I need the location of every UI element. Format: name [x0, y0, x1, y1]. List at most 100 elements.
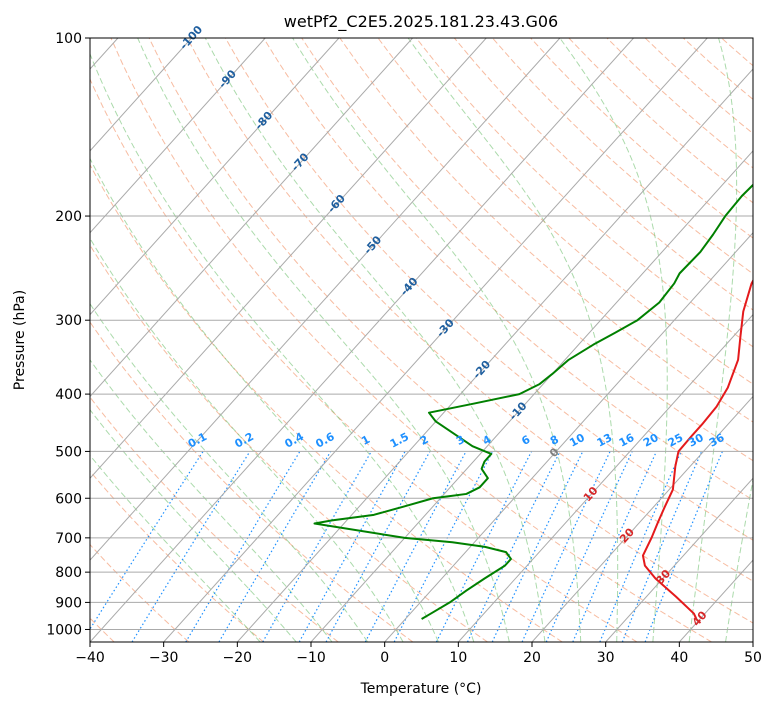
mixing-ratio-label: 1.5	[388, 430, 411, 451]
moist-adiabat	[90, 302, 369, 642]
dry-adiabat	[110, 38, 712, 642]
mixing-ratio-label: 16	[617, 431, 637, 450]
x-tick-label: −20	[223, 650, 253, 666]
y-tick-label: 900	[55, 595, 82, 611]
x-tick-label: 10	[449, 650, 467, 666]
moist-adiabat	[90, 52, 475, 642]
dry-adiabat	[301, 38, 753, 462]
dry-adiabat	[90, 321, 414, 642]
y-tick-label: 200	[55, 209, 82, 225]
mixing-ratio-label: 25	[666, 431, 686, 450]
isotherm-line	[90, 38, 192, 152]
moist-adiabat	[90, 237, 404, 642]
mixing-ratio-line	[298, 451, 406, 642]
dry-adiabat	[90, 470, 264, 642]
dry-adiabat	[530, 38, 753, 239]
mixing-ratio-label: 10	[567, 431, 587, 450]
y-axis-label: Pressure (hPa)	[12, 290, 28, 390]
mixing-ratio-label: 0.6	[313, 430, 337, 451]
dry-adiabat	[415, 38, 753, 348]
isotherm-line	[752, 641, 753, 642]
mixing-ratio-line	[435, 451, 533, 642]
mixing-ratio-line	[621, 451, 703, 642]
dry-adiabat	[90, 163, 563, 642]
y-tick-label: 400	[55, 387, 82, 403]
plot-background-lines	[90, 38, 775, 642]
mixing-ratio-line	[185, 451, 301, 642]
mixing-ratio-label: 20	[641, 431, 661, 450]
moist-adiabat	[292, 38, 582, 642]
dry-adiabat	[224, 38, 753, 541]
x-tick-label: 0	[380, 650, 389, 666]
x-tick-label: −10	[296, 650, 326, 666]
mixing-ratio-line	[90, 451, 204, 631]
dry-adiabat	[682, 38, 753, 101]
mixing-ratio-label: 30	[686, 431, 706, 450]
dry-adiabat	[90, 543, 190, 642]
mixing-ratio-label: 8	[548, 433, 561, 448]
dry-adiabat	[644, 38, 753, 135]
isotherm-line	[310, 150, 753, 642]
mixing-ratio-line	[572, 451, 658, 642]
moist-adiabat	[725, 477, 753, 642]
isotherm-line	[90, 38, 266, 234]
mixing-ratio-label: 1	[359, 433, 372, 448]
axis-ticks: −40 −30 −20 −10 0 10 20 30 40 5010020030040050060…	[46, 31, 762, 666]
x-axis-label: Temperature (°C)	[360, 681, 482, 697]
chart-title: wetPf2_C2E5.2025.181.23.43.G06	[284, 12, 558, 32]
plot-frame	[89, 37, 754, 643]
dry-adiabat	[760, 38, 775, 642]
moist-adiabat	[90, 359, 333, 642]
y-tick-label: 600	[55, 491, 82, 507]
dry-adiabat	[90, 244, 488, 642]
x-tick-label: 20	[523, 650, 541, 666]
x-tick-label: 40	[670, 650, 688, 666]
profile-line	[313, 183, 753, 620]
isotherm-line	[531, 395, 753, 642]
y-tick-label: 100	[55, 31, 82, 47]
mixing-ratio-line	[325, 451, 431, 642]
mixing-ratio-line	[491, 451, 584, 642]
isotherm-line	[605, 477, 753, 642]
isotherm-line	[384, 231, 753, 642]
mixing-ratio-line	[545, 451, 633, 642]
dry-adiabat	[263, 38, 753, 501]
moist-adiabat	[90, 408, 297, 642]
moist-adiabat	[90, 454, 261, 642]
isotherm-line	[90, 38, 413, 398]
mixing-ratio-label: 0.4	[283, 430, 307, 451]
x-tick-label: 50	[744, 650, 762, 666]
dry-adiabat	[186, 38, 753, 582]
x-tick-label: −30	[149, 650, 179, 666]
mixing-ratio-line	[364, 451, 467, 642]
dry-adiabat	[90, 77, 638, 642]
isotherm-line	[236, 68, 753, 642]
isotherm-line	[90, 38, 561, 561]
isotherm-line	[678, 559, 753, 642]
dry-adiabat	[377, 38, 753, 385]
x-tick-label: −40	[75, 650, 105, 666]
mixing-ratio-label: 0.2	[233, 430, 256, 451]
moist-adiabat	[688, 38, 738, 642]
moist-adiabat	[137, 38, 510, 642]
y-tick-label: 300	[55, 313, 82, 329]
dry-adiabat	[148, 38, 753, 624]
moist-adiabat	[407, 38, 619, 642]
y-tick-label: 700	[55, 531, 82, 547]
isotherm-line	[90, 38, 340, 316]
y-tick-label: 500	[55, 444, 82, 460]
isotherm-line	[90, 38, 487, 480]
isotherm-line	[90, 38, 634, 642]
moist-adiabat	[559, 38, 668, 642]
mixing-ratio-line	[644, 451, 723, 642]
mixing-ratio-line	[262, 451, 372, 642]
mixing-ratio-label: 4	[481, 433, 494, 448]
x-tick-label: 30	[597, 650, 615, 666]
isotherm-line	[163, 38, 708, 642]
mixing-ratio-label: 36	[707, 431, 727, 450]
dry-adiabat	[339, 38, 753, 423]
dry-adiabat	[606, 38, 753, 169]
mixing-ratio-line	[599, 451, 682, 642]
moist-adiabat	[204, 38, 546, 642]
mixing-ratio-label: 6	[519, 433, 532, 448]
